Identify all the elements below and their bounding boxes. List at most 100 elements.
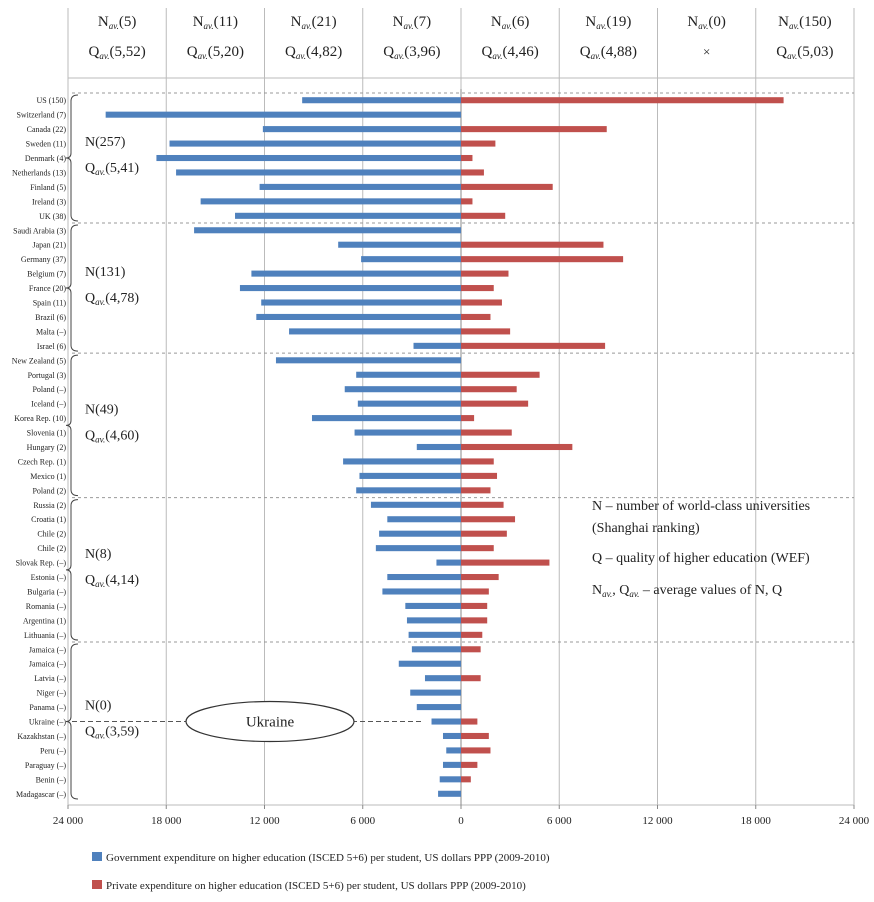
bar-government: [235, 212, 461, 219]
column-q-label: ×: [703, 44, 710, 59]
bar-private: [461, 429, 512, 436]
bar-private: [461, 588, 489, 595]
country-label: Japan (21): [32, 241, 66, 250]
legend-swatch-private: [92, 880, 102, 889]
country-label: Iceland (–): [31, 400, 66, 409]
x-tick-label: 12 000: [249, 815, 280, 827]
bar-private: [461, 747, 491, 754]
country-label: Panama (–): [29, 703, 66, 712]
bar-private: [461, 443, 573, 451]
country-label: Lithuania (–): [24, 631, 66, 640]
country-label: Belgium (7): [27, 270, 66, 279]
country-label: Paraguay (–): [25, 761, 66, 770]
annotation-line-2: (Shanghai ranking): [592, 521, 700, 536]
bar-government: [387, 516, 461, 523]
bar-government: [359, 472, 461, 479]
country-label: Benin (–): [36, 775, 67, 784]
country-label: Israel (6): [37, 342, 66, 351]
country-label: France (20): [29, 284, 66, 293]
bar-government: [406, 617, 461, 624]
country-label: Germany (37): [21, 255, 66, 264]
bar-private: [461, 140, 496, 147]
bar-private: [461, 313, 491, 320]
country-label: Peru (–): [40, 746, 66, 755]
x-tick-label: 6 000: [350, 815, 375, 827]
bar-private: [461, 198, 473, 205]
country-label: Chile (2): [37, 530, 66, 539]
country-label: Brazil (6): [35, 313, 66, 322]
bar-private: [461, 97, 784, 104]
bar-government: [256, 313, 461, 320]
country-label: Canada (22): [27, 125, 67, 134]
country-label: Mexico (1): [30, 472, 66, 481]
column-n-label: Nav.(150): [778, 14, 831, 31]
bar-government: [438, 790, 461, 797]
group-q-label: Qav.(4,14): [85, 573, 139, 589]
group-bracket: [65, 499, 79, 641]
bar-private: [461, 285, 494, 292]
group-q-label: Qav.(4,60): [85, 428, 139, 444]
bar-government: [398, 660, 461, 667]
bar-private: [461, 154, 473, 162]
bar-private: [461, 530, 507, 537]
bar-private: [461, 256, 624, 263]
bar-government: [361, 256, 461, 263]
bar-private: [461, 241, 604, 248]
column-n-label: Nav.(19): [585, 14, 631, 31]
column-n-label: Nav.(6): [491, 14, 529, 31]
bar-private: [461, 183, 553, 190]
country-label: Kazakhstan (–): [17, 732, 66, 741]
group-n-label: N(8): [85, 547, 112, 562]
bar-government: [382, 588, 461, 595]
bar-government: [375, 545, 461, 552]
bar-private: [461, 675, 481, 682]
bar-government: [105, 111, 461, 118]
ukraine-label: Ukraine: [246, 715, 295, 731]
group-n-label: N(49): [85, 402, 119, 417]
x-tick-label: 18 000: [151, 815, 182, 827]
bar-government: [239, 285, 461, 292]
group-n-label: N(0): [85, 699, 112, 714]
x-tick-label: 18 000: [741, 815, 772, 827]
annotation-line-4: Nav., Qav. – average values of N, Q: [592, 583, 782, 599]
column-n-label: Nav.(5): [98, 14, 136, 31]
bar-government: [446, 747, 461, 754]
bar-private: [461, 212, 506, 219]
bar-private: [461, 761, 478, 768]
column-n-label: Nav.(21): [291, 14, 337, 31]
bar-private: [461, 400, 529, 407]
annotation-box: N – number of world-class universities (S…: [592, 499, 810, 599]
bar-government: [311, 415, 461, 422]
x-axis: 24 000 18 000 12 000 6 000 0 6 000 12 000 18 00…: [53, 805, 870, 827]
column-q-label: Qav.(5,52): [89, 44, 146, 61]
bar-government: [357, 400, 461, 407]
bar-government: [356, 371, 461, 378]
bar-government: [262, 126, 461, 133]
column-q-label: Qav.(4,88): [580, 44, 637, 61]
bar-government: [442, 732, 461, 740]
bar-government: [176, 169, 461, 176]
bar-government: [251, 270, 461, 277]
bar-private: [461, 602, 488, 609]
bar-government: [302, 97, 461, 104]
x-tick-label: 24 000: [53, 815, 84, 827]
bar-private: [461, 472, 498, 479]
bar-government: [416, 704, 461, 711]
country-label: Malta (–): [36, 327, 66, 336]
country-label: Denmark (4): [25, 154, 66, 163]
bar-government: [194, 227, 461, 234]
country-label: Romania (–): [26, 602, 67, 611]
x-tick-label: 12 000: [642, 815, 673, 827]
bar-private: [461, 732, 489, 740]
bar-government: [156, 154, 462, 162]
country-label: Poland (2): [32, 486, 66, 495]
country-label: Korea Rep. (10): [14, 414, 66, 423]
bar-private: [461, 646, 481, 653]
country-label: Finland (5): [30, 183, 66, 192]
bar-private: [461, 617, 488, 624]
group-n-label: N(131): [85, 265, 126, 280]
bar-private: [461, 328, 511, 335]
legend-label-private: Private expenditure on higher education …: [106, 880, 526, 892]
country-label: Bulgaria (–): [27, 587, 66, 596]
bar-government: [416, 443, 461, 451]
